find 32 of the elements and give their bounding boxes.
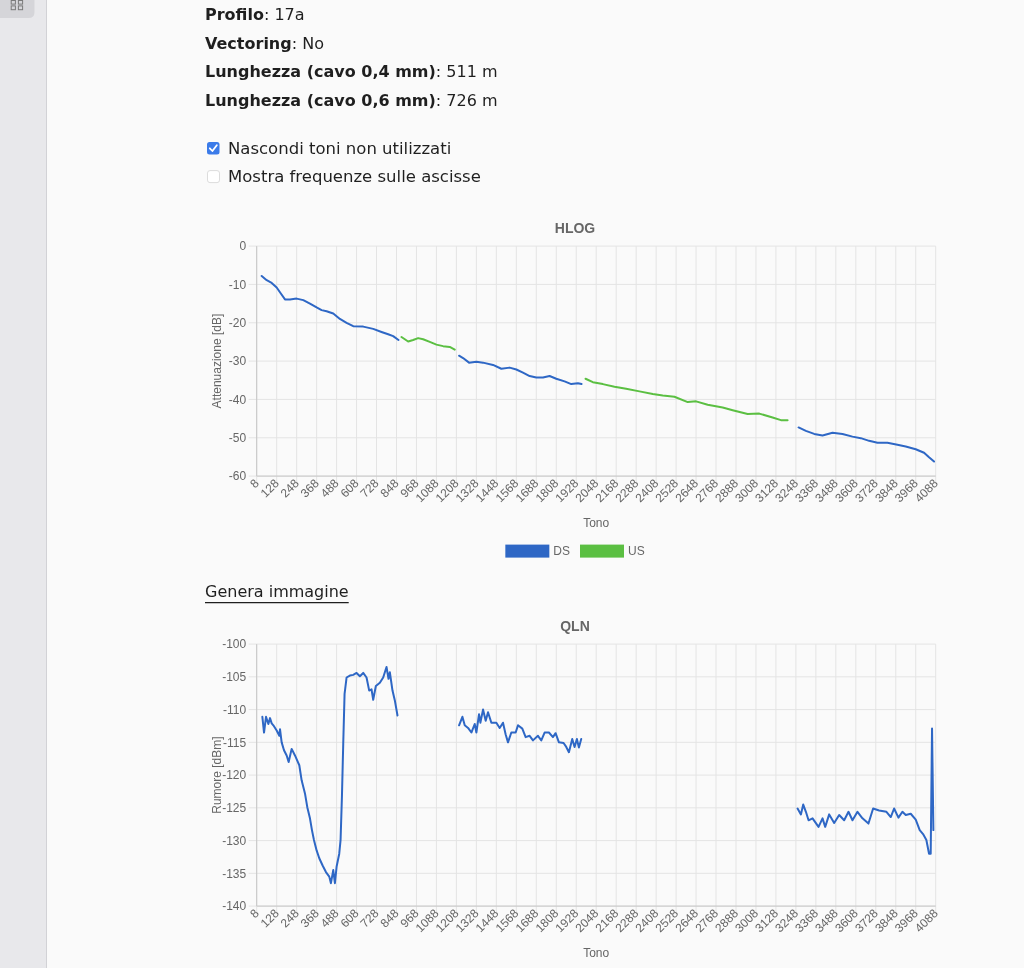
y-tick-label: -115 — [223, 735, 247, 750]
text: Vectoring: No — [205, 33, 324, 53]
x-tick-label: 8 — [247, 906, 263, 921]
y-tick-label: -125 — [222, 801, 247, 816]
y-tick-label: -135 — [222, 866, 247, 881]
chart-title: HLOG — [554, 219, 596, 236]
chart-title: QLN — [560, 617, 590, 634]
y-axis-title: Attenuazione [dB] — [209, 313, 224, 409]
y-tick-label: 0 — [239, 239, 247, 254]
x-axis-title: Tono — [583, 516, 610, 531]
y-tick-label: -10 — [228, 277, 247, 292]
y-tick-label: -140 — [222, 899, 247, 914]
text: Lunghezza (cavo 0,4 mm): 511 m — [205, 62, 498, 82]
y-tick-label: -130 — [222, 833, 247, 848]
text: Genera immagine — [205, 582, 349, 602]
x-tick-label: 8 — [247, 476, 263, 491]
text: Nascondi toni non utilizzati — [228, 138, 452, 158]
y-tick-label: -30 — [228, 354, 247, 369]
y-tick-label: -50 — [228, 430, 247, 445]
y-axis-title: Rumore [dBm] — [209, 736, 224, 814]
legend-label: US — [628, 544, 645, 559]
y-tick-label: -120 — [222, 768, 247, 783]
text: Profilo: 17a — [205, 5, 305, 24]
y-tick-label: -20 — [228, 315, 247, 330]
y-tick-label: -40 — [228, 392, 247, 407]
y-tick-label: -100 — [222, 637, 247, 652]
y-tick-label: -110 — [223, 702, 247, 717]
x-axis-title: Tono — [583, 946, 610, 961]
y-tick-label: -60 — [228, 469, 247, 484]
text: Lunghezza (cavo 0,6 mm): 726 m — [205, 91, 498, 111]
text: Mostra frequenze sulle ascisse — [228, 166, 481, 186]
y-tick-label: -105 — [222, 670, 247, 685]
